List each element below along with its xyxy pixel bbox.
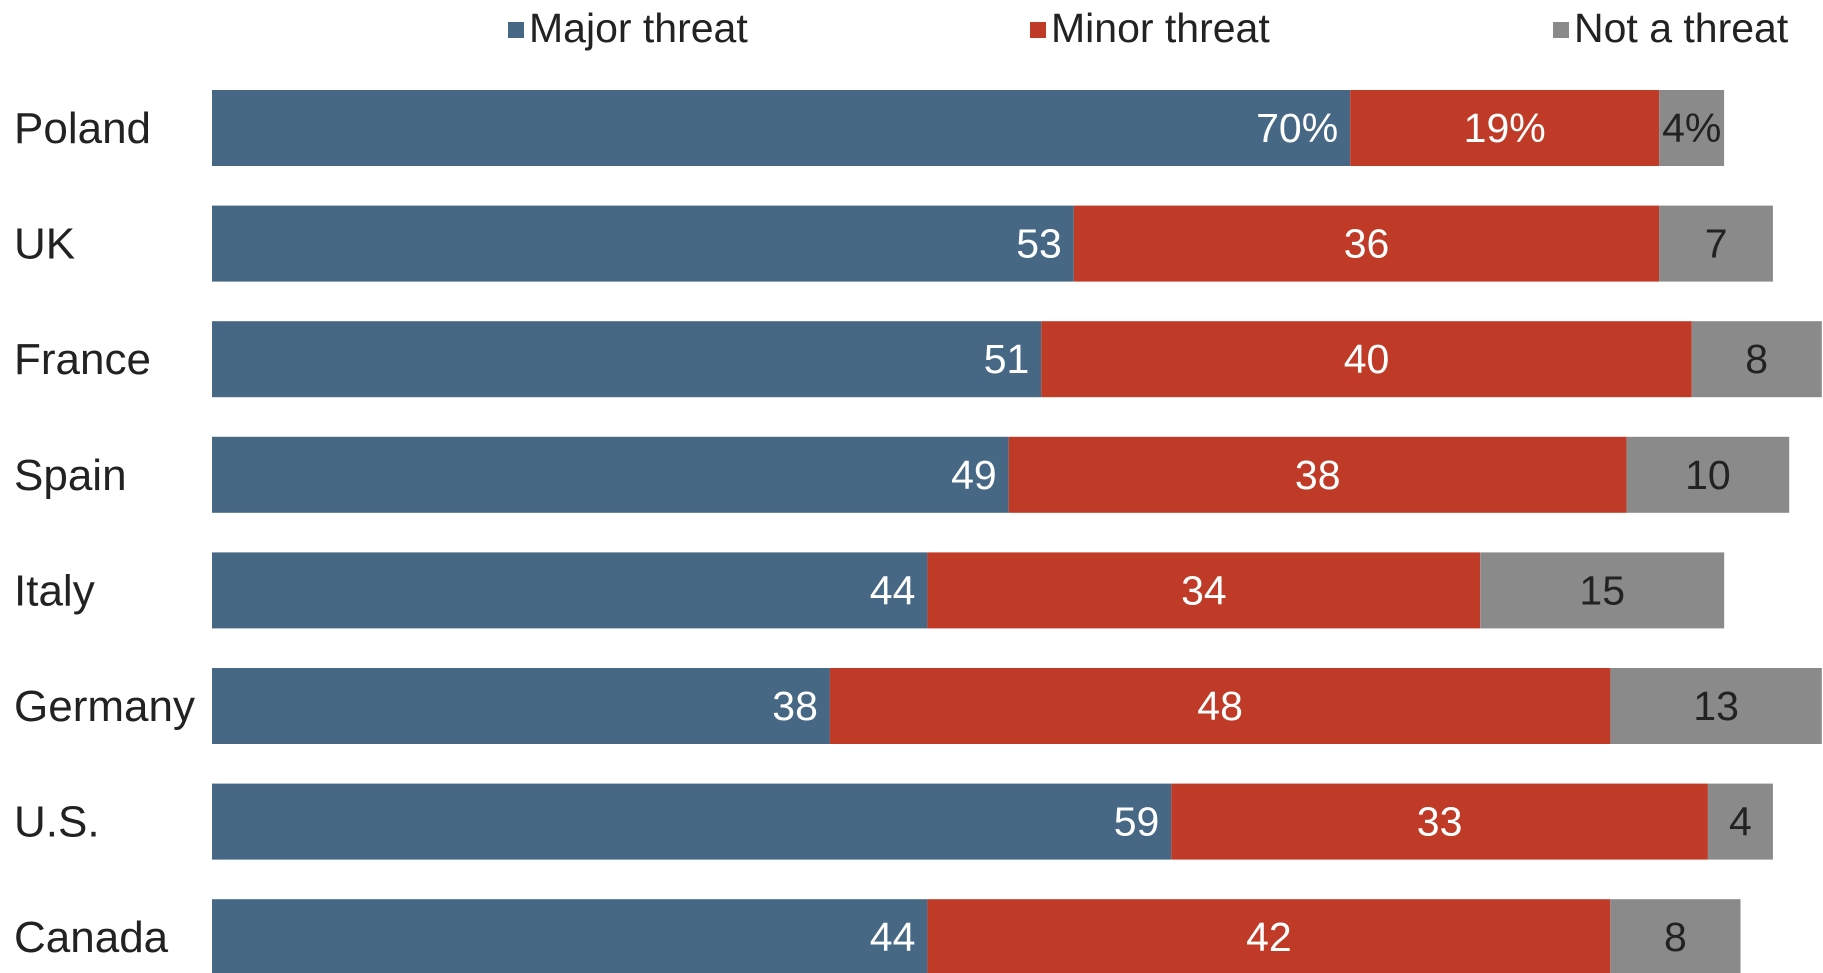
value-label-not-a-threat-germany: 13 bbox=[1693, 683, 1739, 729]
value-label-minor-threat-poland: 19% bbox=[1464, 105, 1546, 151]
bar-major-threat-uk bbox=[212, 205, 1074, 282]
bar-major-threat-spain bbox=[212, 436, 1009, 513]
value-label-not-a-threat-france: 8 bbox=[1745, 336, 1768, 382]
legend-item-minor-threat: Minor threat bbox=[1030, 4, 1270, 51]
category-label-u-s: U.S. bbox=[14, 798, 100, 847]
value-label-major-threat-italy: 44 bbox=[870, 567, 916, 613]
bar-not-a-threat-spain bbox=[1626, 436, 1790, 513]
bar-not-a-threat-france bbox=[1691, 321, 1822, 398]
legend-item-not-a-threat: Not a threat bbox=[1553, 4, 1789, 51]
value-label-not-a-threat-uk: 7 bbox=[1705, 221, 1728, 267]
bar-major-threat-germany bbox=[212, 668, 830, 744]
legend-label-not-a-threat: Not a threat bbox=[1574, 4, 1789, 51]
category-label-italy: Italy bbox=[14, 566, 95, 615]
value-label-not-a-threat-u-s: 4 bbox=[1729, 799, 1752, 845]
chart-legend: Major threat Minor threat Not a threat bbox=[0, 0, 1823, 60]
legend-swatch-minor-threat bbox=[1030, 22, 1046, 38]
value-label-major-threat-spain: 49 bbox=[951, 452, 997, 498]
legend-label-major-threat: Major threat bbox=[529, 4, 748, 51]
value-label-minor-threat-germany: 48 bbox=[1197, 683, 1243, 729]
legend-swatch-not-a-threat bbox=[1553, 22, 1569, 38]
bar-minor-threat-spain bbox=[1008, 436, 1627, 513]
bar-not-a-threat-germany bbox=[1610, 668, 1822, 744]
bar-major-threat-poland bbox=[212, 90, 1351, 166]
value-label-major-threat-poland: 70% bbox=[1256, 105, 1338, 151]
value-label-major-threat-canada: 44 bbox=[870, 914, 916, 960]
bar-not-a-threat-italy bbox=[1480, 552, 1725, 629]
bar-major-threat-canada bbox=[212, 899, 928, 973]
legend-item-major-threat: Major threat bbox=[508, 4, 748, 51]
bar-not-a-threat-canada bbox=[1610, 899, 1741, 973]
bar-minor-threat-u-s bbox=[1171, 783, 1708, 860]
category-label-canada: Canada bbox=[14, 913, 169, 962]
value-label-major-threat-germany: 38 bbox=[772, 683, 818, 729]
value-label-minor-threat-u-s: 33 bbox=[1417, 799, 1463, 845]
category-label-france: France bbox=[14, 335, 151, 384]
bar-minor-threat-france bbox=[1041, 321, 1692, 398]
bar-minor-threat-poland bbox=[1350, 90, 1660, 166]
bar-minor-threat-canada bbox=[927, 899, 1611, 973]
legend-label-minor-threat: Minor threat bbox=[1051, 4, 1270, 51]
value-label-minor-threat-france: 40 bbox=[1344, 336, 1390, 382]
value-label-major-threat-u-s: 59 bbox=[1114, 799, 1160, 845]
value-label-not-a-threat-canada: 8 bbox=[1664, 914, 1687, 960]
bar-minor-threat-germany bbox=[829, 668, 1611, 744]
value-label-minor-threat-spain: 38 bbox=[1295, 452, 1341, 498]
bar-minor-threat-uk bbox=[1073, 205, 1660, 282]
value-label-not-a-threat-poland: 4% bbox=[1662, 105, 1721, 151]
legend-swatch-major-threat bbox=[508, 22, 524, 38]
category-label-poland: Poland bbox=[14, 104, 151, 153]
value-label-minor-threat-uk: 36 bbox=[1344, 221, 1390, 267]
bar-not-a-threat-u-s bbox=[1707, 783, 1773, 860]
value-label-minor-threat-canada: 42 bbox=[1246, 914, 1292, 960]
category-label-uk: UK bbox=[14, 220, 75, 269]
value-label-major-threat-france: 51 bbox=[984, 336, 1030, 382]
bar-major-threat-u-s bbox=[212, 783, 1172, 860]
value-label-major-threat-uk: 53 bbox=[1016, 221, 1062, 267]
bar-minor-threat-italy bbox=[927, 552, 1481, 629]
bar-major-threat-italy bbox=[212, 552, 928, 629]
bar-not-a-threat-uk bbox=[1659, 205, 1773, 282]
bar-not-a-threat-poland bbox=[1659, 90, 1725, 166]
value-label-not-a-threat-italy: 15 bbox=[1579, 567, 1625, 613]
bar-major-threat-france bbox=[212, 321, 1042, 398]
value-label-not-a-threat-spain: 10 bbox=[1685, 452, 1731, 498]
value-label-minor-threat-italy: 34 bbox=[1181, 567, 1227, 613]
category-label-germany: Germany bbox=[14, 682, 195, 731]
category-label-spain: Spain bbox=[14, 451, 127, 500]
